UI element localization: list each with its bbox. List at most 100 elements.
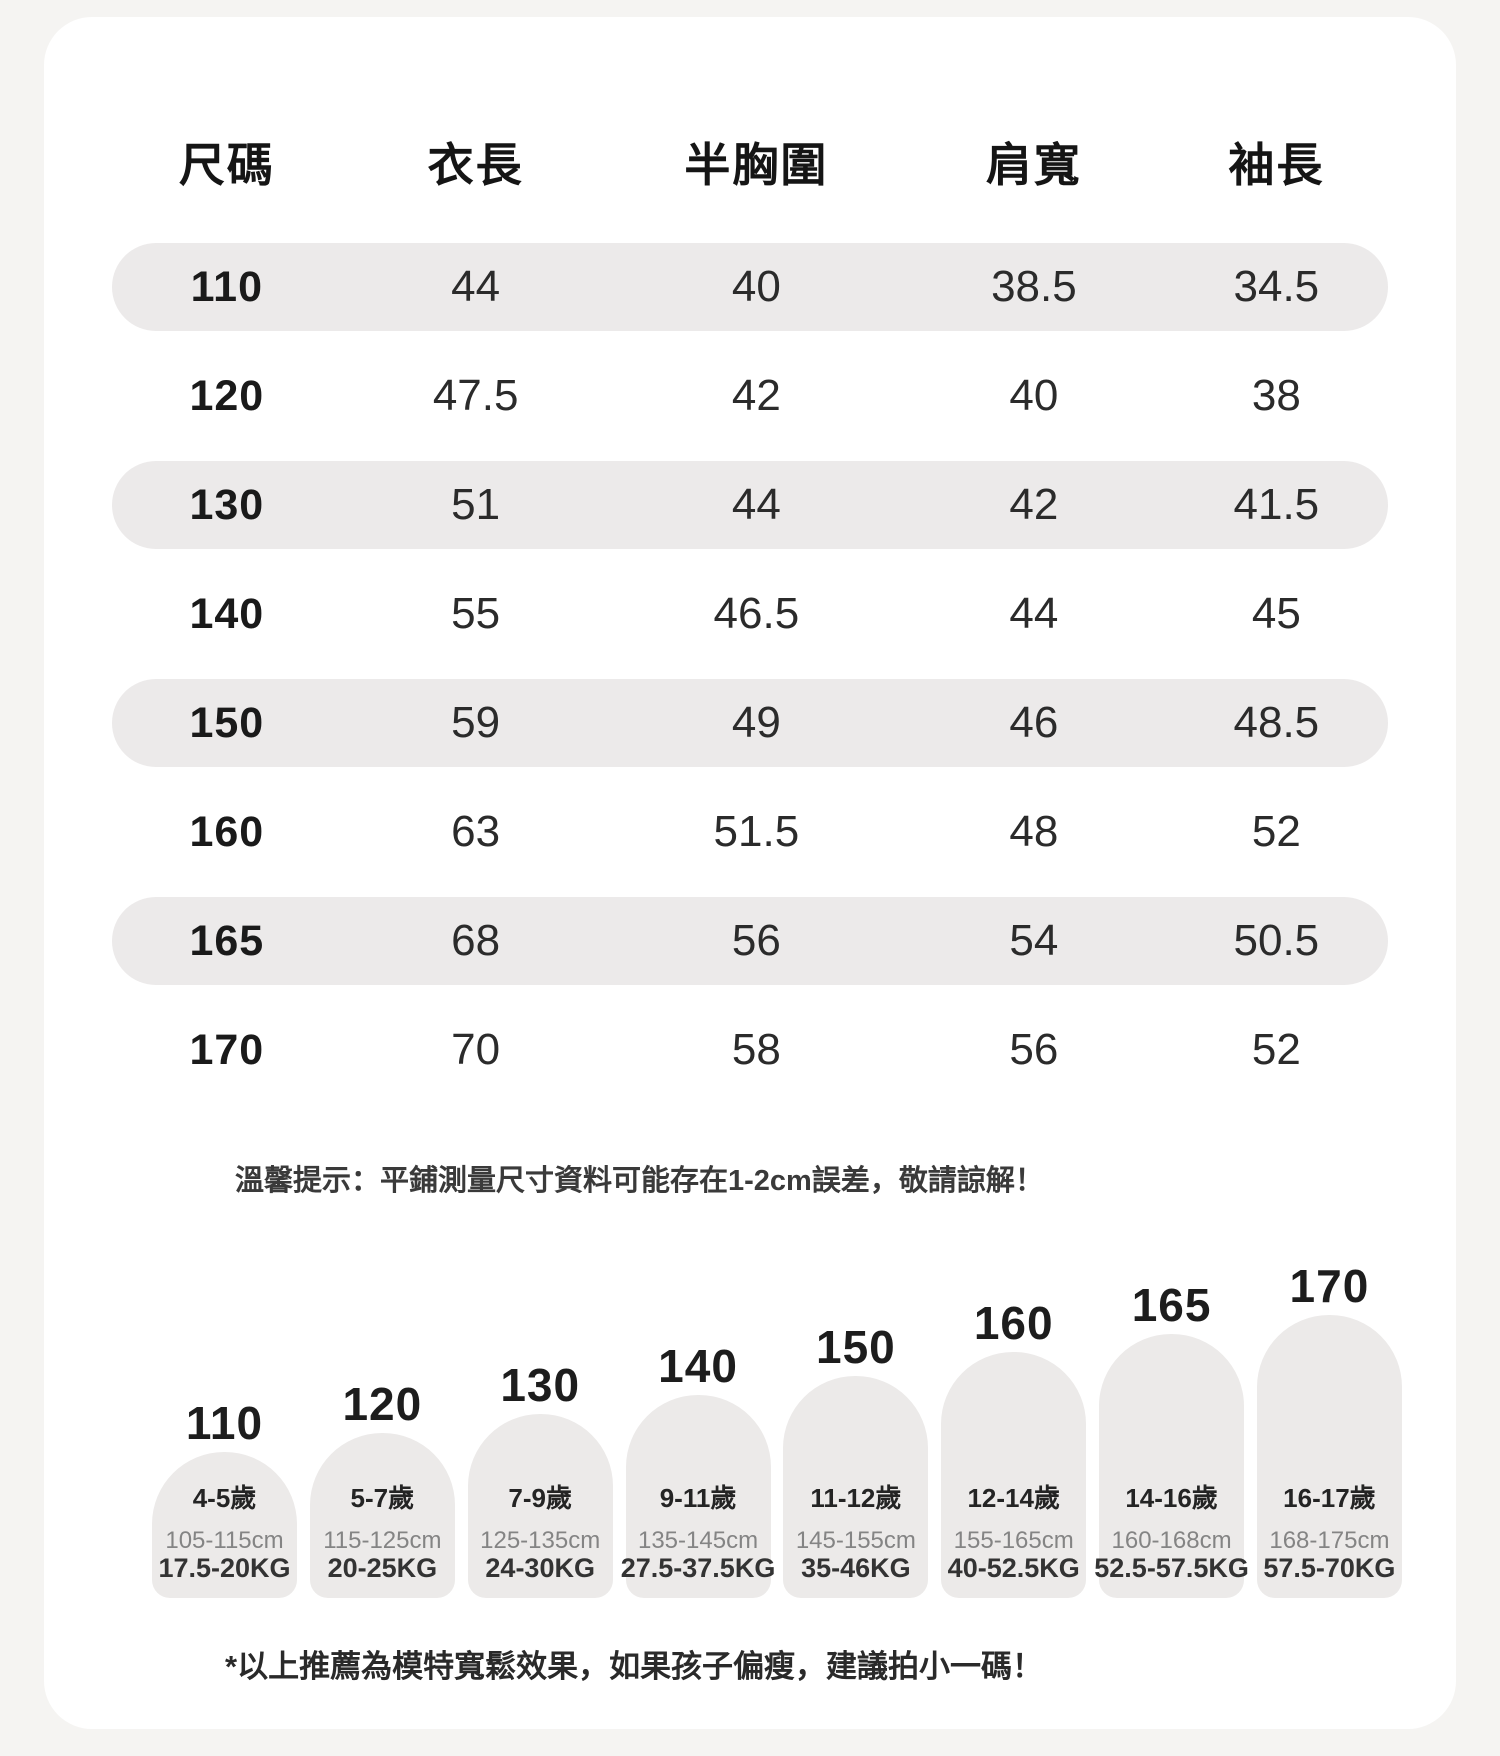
arch-size-label: 130 [500,1359,581,1411]
size-guide-item-130: 130 7-9歲 125-135cm 24-30KG [467,1359,613,1598]
chest-cell: 40 [731,262,781,311]
chest-cell: 49 [731,698,781,747]
arch-age-label: 12-14歲 [967,1483,1060,1513]
length-cell: 70 [451,1025,501,1074]
length-cell: 59 [451,698,501,747]
recommendation-footnote: *以上推薦為模特寬鬆效果，如果孩子偏瘦，建議拍小一碼！ [225,1649,1044,1684]
size-cell: 150 [189,698,265,747]
length-cell: 55 [451,589,501,638]
arch-weight-label: 35-46KG [801,1553,911,1583]
chest-cell: 51.5 [713,807,800,856]
chest-cell: 42 [731,371,781,420]
arch-weight-label: 27.5-37.5KG [620,1553,776,1583]
arch-height-label: 135-145cm [637,1527,759,1554]
sleeve-cell: 48.5 [1233,698,1320,747]
header-cell-length: 衣長 [427,139,524,191]
table-row-165: 165 68 56 54 50.5 [112,897,1388,985]
chest-cell: 44 [731,480,781,529]
size-cell: 165 [189,916,265,965]
size-guide-item-120: 120 5-7歲 115-125cm 20-25KG [309,1378,455,1598]
arch-size-label: 110 [185,1397,264,1449]
arch-weight-label: 57.5-70KG [1263,1553,1396,1583]
arch-height-label: 155-165cm [953,1527,1074,1554]
table-row-150: 150 59 49 46 48.5 [112,679,1388,767]
shoulder-cell: 46 [1009,698,1059,747]
arch-size-label: 160 [973,1297,1054,1349]
size-table-body: 110 44 40 38.5 34.5 120 47.5 42 40 38 13… [112,243,1388,1094]
length-cell: 51 [451,480,501,529]
arch-height-label: 168-175cm [1269,1527,1390,1554]
arch-age-label: 4-5歲 [192,1483,257,1513]
size-cell: 140 [189,589,265,638]
arch-shape: 16-17歲 168-175cm 57.5-70KG [1256,1315,1402,1598]
shoulder-cell: 40 [1009,371,1059,420]
table-row-160: 160 63 51.5 48 52 [112,788,1388,876]
arch-age-label: 11-12歲 [810,1483,902,1513]
arch-size-label: 120 [342,1378,423,1430]
header-cell-shoulder: 肩寬 [985,139,1082,191]
shoulder-cell: 42 [1009,480,1059,529]
arch-weight-label: 52.5-57.5KG [1094,1553,1249,1583]
sleeve-cell: 45 [1251,589,1301,638]
arch-size-label: 150 [816,1321,896,1373]
size-cell: 170 [189,1025,265,1074]
sleeve-cell: 50.5 [1233,916,1320,965]
shoulder-cell: 54 [1009,916,1059,965]
arch-weight-label: 24-30KG [485,1553,595,1583]
sleeve-cell: 52 [1251,1025,1301,1074]
arch-shape: 14-16歲 160-168cm 52.5-57.5KG [1094,1334,1249,1598]
arch-shape: 9-11歲 135-145cm 27.5-37.5KG [621,1395,775,1598]
arch-weight-label: 40-52.5KG [947,1553,1080,1583]
size-table: 尺碼 衣長 半胸圍 肩寬 袖長 110 44 40 38.5 34.5 120 … [44,137,1456,1094]
size-table-header-row: 尺碼 衣長 半胸圍 肩寬 袖長 [112,137,1388,193]
arch-shape: 7-9歲 125-135cm 24-30KG [467,1414,613,1598]
arch-size-label: 165 [1131,1279,1212,1331]
measurement-tip-text: 溫馨提示：平鋪測量尺寸資料可能存在1-2cm誤差，敬請諒解！ [235,1165,1044,1197]
size-cell: 160 [189,807,265,856]
arch-age-label: 7-9歲 [508,1483,572,1513]
chest-cell: 58 [731,1025,781,1074]
arch-weight-label: 20-25KG [327,1553,438,1583]
arch-shape: 4-5歲 105-115cm 17.5-20KG [152,1452,297,1598]
sleeve-cell: 38 [1251,371,1301,420]
arch-size-label: 170 [1289,1260,1370,1312]
shoulder-cell: 44 [1009,589,1059,638]
arch-weight-label: 17.5-20KG [158,1553,291,1583]
size-guide-item-140: 140 9-11歲 135-145cm 27.5-37.5KG [621,1340,775,1598]
sleeve-cell: 34.5 [1233,262,1320,311]
size-guide-item-110: 110 4-5歲 105-115cm 17.5-20KG [152,1398,297,1598]
arch-age-label: 16-17歲 [1283,1483,1376,1513]
size-cell: 120 [189,371,265,420]
size-chart-card: 尺碼 衣長 半胸圍 肩寬 袖長 110 44 40 38.5 34.5 120 … [44,17,1456,1729]
size-guide-arches: 110 4-5歲 105-115cm 17.5-20KG 120 5-7歲 11… [152,1247,1402,1598]
arch-shape: 11-12歲 145-155cm 35-46KG [783,1376,929,1598]
size-guide-item-165: 165 14-16歲 160-168cm 52.5-57.5KG [1094,1279,1249,1598]
table-row-130: 130 51 44 42 41.5 [112,461,1388,549]
arch-height-label: 145-155cm [795,1527,916,1554]
sleeve-cell: 41.5 [1233,480,1320,529]
arch-height-label: 125-135cm [480,1527,601,1554]
arch-height-label: 105-115cm [165,1527,284,1554]
arch-shape: 5-7歲 115-125cm 20-25KG [309,1433,455,1598]
table-row-110: 110 44 40 38.5 34.5 [112,243,1388,331]
length-cell: 47.5 [432,371,519,420]
header-cell-sleeve: 袖長 [1228,139,1325,191]
arch-height-label: 160-168cm [1111,1527,1232,1554]
size-cell: 130 [189,480,265,529]
table-row-170: 170 70 58 56 52 [112,1006,1388,1094]
arch-size-label: 140 [658,1340,738,1392]
shoulder-cell: 56 [1009,1025,1059,1074]
arch-shape: 12-14歲 155-165cm 40-52.5KG [941,1352,1087,1598]
arch-height-label: 115-125cm [323,1527,442,1554]
size-cell: 110 [190,262,264,311]
length-cell: 68 [451,916,501,965]
arch-age-label: 5-7歲 [350,1483,415,1513]
chest-cell: 56 [731,916,781,965]
header-cell-chest: 半胸圍 [684,139,829,191]
sleeve-cell: 52 [1251,807,1301,856]
length-cell: 44 [451,262,501,311]
shoulder-cell: 48 [1009,807,1059,856]
length-cell: 63 [451,807,501,856]
shoulder-cell: 38.5 [991,262,1077,311]
